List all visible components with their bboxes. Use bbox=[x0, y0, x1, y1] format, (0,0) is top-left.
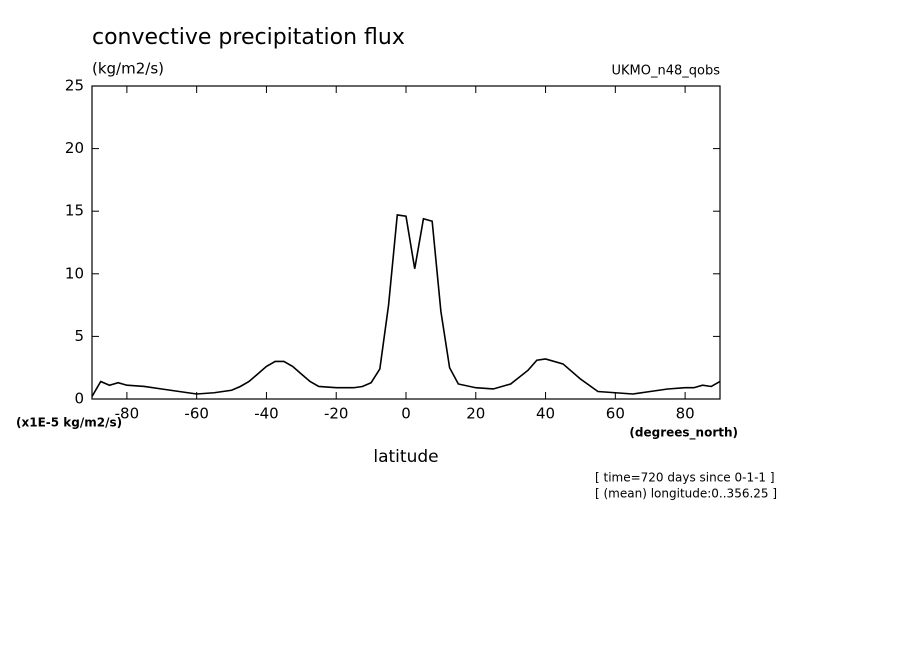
units: (kg/m2/s) bbox=[92, 60, 164, 78]
x-tick-label: 60 bbox=[606, 405, 625, 423]
y-tick-label: 15 bbox=[65, 202, 84, 220]
x-units: (degrees_north) bbox=[629, 426, 738, 441]
x-tick-label: 40 bbox=[536, 405, 555, 423]
note: [ time=720 days since 0-1-1 ] bbox=[595, 471, 775, 485]
y-tick-label: 5 bbox=[74, 327, 84, 345]
x-tick-label: -20 bbox=[324, 405, 349, 423]
subtitle: UKMO_n48_qobs bbox=[611, 64, 720, 79]
y-tick-label: 0 bbox=[74, 390, 84, 408]
x-tick-label: 20 bbox=[466, 405, 485, 423]
x-tick-label: -60 bbox=[184, 405, 209, 423]
chart-title: convective precipitation flux bbox=[92, 25, 405, 50]
y-tick-label: 10 bbox=[65, 264, 84, 282]
x-tick-label: 0 bbox=[401, 405, 411, 423]
y-scale-label: (x1E-5 kg/m2/s) bbox=[16, 416, 122, 430]
x-tick-label: -80 bbox=[115, 405, 140, 423]
plot-frame bbox=[91, 85, 721, 400]
x-tick-label: 80 bbox=[676, 405, 695, 423]
y-tick-label: 25 bbox=[65, 77, 84, 95]
x-tick-label: -40 bbox=[254, 405, 279, 423]
y-tick-label: 20 bbox=[65, 139, 84, 157]
note: [ (mean) longitude:0..356.25 ] bbox=[595, 487, 777, 501]
data-line bbox=[91, 214, 721, 397]
x-axis-title: latitude bbox=[373, 447, 438, 467]
